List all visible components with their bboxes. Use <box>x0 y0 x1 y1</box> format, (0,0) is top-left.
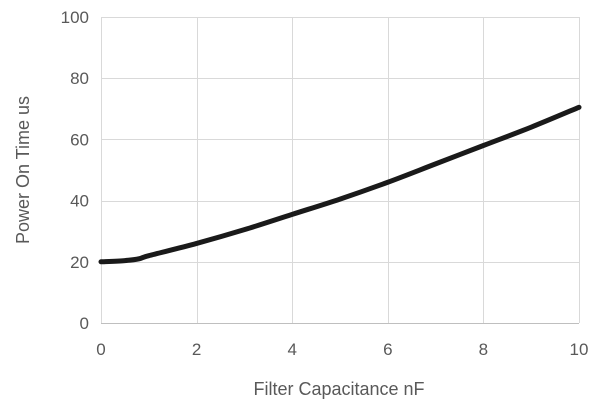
x-tick-label: 6 <box>383 340 392 359</box>
x-tick-label: 8 <box>479 340 488 359</box>
y-tick-label: 20 <box>70 253 89 272</box>
y-axis-title: Power On Time us <box>13 96 33 244</box>
series-line <box>98 104 582 265</box>
x-tick-label: 2 <box>192 340 201 359</box>
x-tick-label: 10 <box>570 340 589 359</box>
y-tick-label: 80 <box>70 69 89 88</box>
chart-grid <box>101 17 580 324</box>
series-layer <box>98 104 582 265</box>
y-tick-label: 60 <box>70 130 89 149</box>
y-tick-label: 0 <box>80 314 89 333</box>
x-tick-label: 0 <box>96 340 105 359</box>
x-tick-label: 4 <box>287 340 296 359</box>
y-axis-ticks: 0 20 40 60 80 100 <box>61 8 89 333</box>
x-axis-ticks: 0 2 4 6 8 10 <box>96 340 588 359</box>
x-axis-title: Filter Capacitance nF <box>253 379 424 399</box>
y-tick-label: 100 <box>61 8 89 27</box>
y-tick-label: 40 <box>70 192 89 211</box>
